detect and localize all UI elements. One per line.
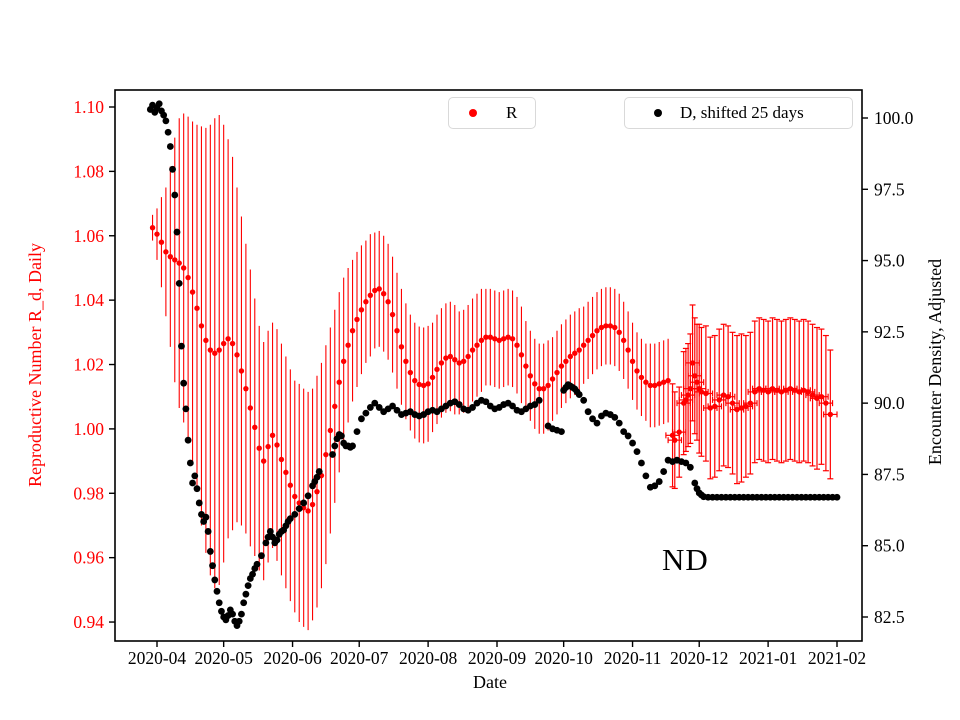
plot-spines xyxy=(114,89,863,642)
y-left-tick-label: 1.06 xyxy=(73,226,104,246)
legend-r: R xyxy=(448,97,536,129)
y-right-tick-label: 87.5 xyxy=(874,464,905,484)
x-tick-label: 2020-12 xyxy=(670,648,728,668)
x-tick-label: 2020-10 xyxy=(535,648,594,668)
y-right-tick-label: 100.0 xyxy=(874,108,914,128)
y-left-tick-label: 0.98 xyxy=(73,483,104,503)
y-left-tick-label: 1.00 xyxy=(73,419,104,439)
y-left-tick-label: 0.94 xyxy=(73,612,104,632)
data-layer xyxy=(146,100,841,631)
legend-d: D, shifted 25 days xyxy=(624,97,853,129)
y-right-tick-label: 82.5 xyxy=(874,607,905,627)
y-left-tick-label: 1.04 xyxy=(73,290,104,310)
r-sparse-points xyxy=(669,360,834,443)
x-tick-label: 2021-02 xyxy=(808,648,866,668)
d-points xyxy=(146,100,841,629)
y-left-tick-label: 1.08 xyxy=(73,161,104,181)
y-left-tick-label: 1.02 xyxy=(73,355,104,375)
legend-d-marker-icon xyxy=(654,109,662,117)
annotation-nd: ND xyxy=(662,542,709,577)
x-tick-label: 2020-11 xyxy=(604,648,662,668)
r-points xyxy=(149,225,671,514)
y-left-tick-label: 0.96 xyxy=(73,548,104,568)
x-tick-label: 2020-04 xyxy=(128,648,187,668)
y-right-tick-label: 95.0 xyxy=(874,251,905,271)
x-tick-label: 2020-09 xyxy=(468,648,527,668)
y-right-tick-label: 90.0 xyxy=(874,393,905,413)
x-tick-label: 2020-05 xyxy=(195,648,254,668)
legend-r-marker-icon xyxy=(469,109,477,117)
tick-labels: 2020-04 2020-05 2020-06 2020-07 2020-08 2020-… xyxy=(73,97,913,668)
legend-r-label: R xyxy=(506,103,518,122)
x-tick-label: 2021-01 xyxy=(739,648,797,668)
x-tick-label: 2020-08 xyxy=(399,648,458,668)
x-tick-label: 2020-06 xyxy=(263,648,322,668)
y-right-tick-label: 85.0 xyxy=(874,536,905,556)
y-axis-label-right: Encounter Density, Adjusted xyxy=(925,258,945,466)
y-right-tick-label: 92.5 xyxy=(874,322,905,342)
x-axis-label: Date xyxy=(473,672,507,692)
y-left-tick-label: 1.10 xyxy=(73,97,104,117)
x-tick-label: 2020-07 xyxy=(330,648,389,668)
legend-d-label: D, shifted 25 days xyxy=(680,103,804,122)
y-axis-label-left: Reproductive Number R_d, Daily xyxy=(25,243,45,487)
y-right-tick-label: 97.5 xyxy=(874,179,905,199)
axis-ticks xyxy=(109,106,868,647)
